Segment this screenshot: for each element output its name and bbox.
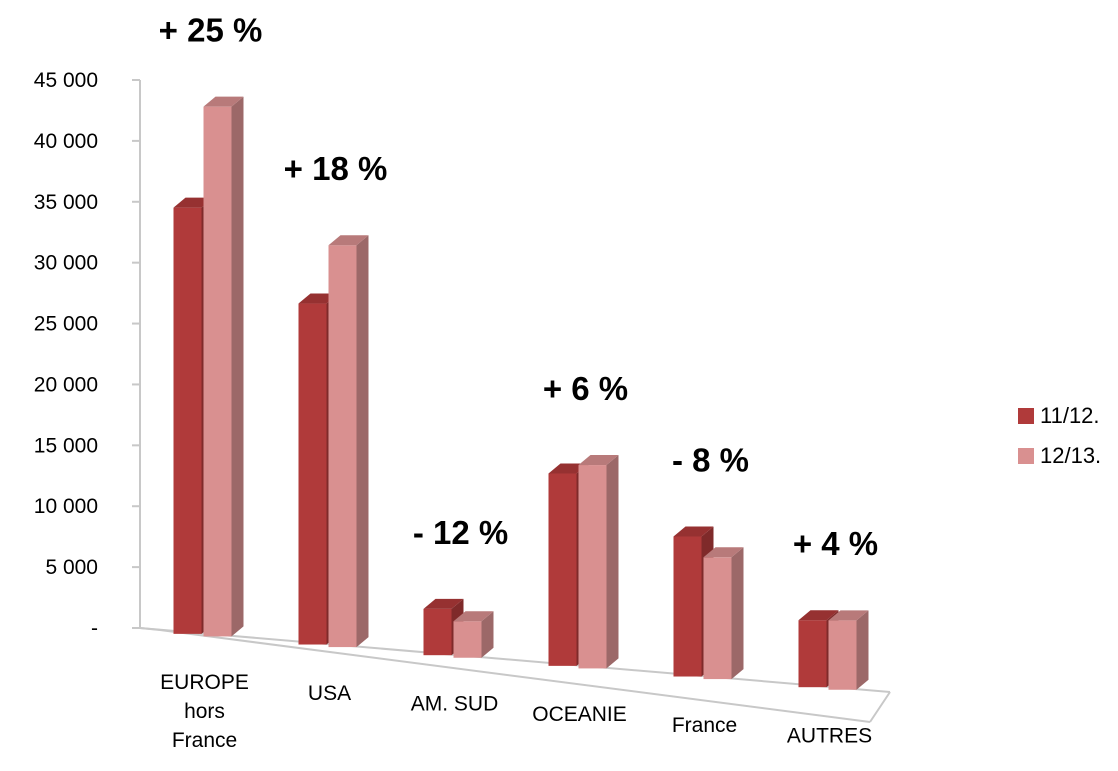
bar-2-2 — [328, 235, 369, 648]
y-tick-label: 15 000 — [34, 434, 98, 457]
bar-top-face — [828, 610, 869, 621]
change-annotation: + 25 % — [159, 12, 263, 49]
bar-front-face — [173, 207, 202, 634]
y-tick-label: 30 000 — [34, 252, 98, 275]
change-annotation: + 4 % — [793, 525, 878, 562]
bar-top-face — [703, 547, 744, 558]
x-tick-label: AM. SUD — [411, 693, 499, 716]
floor-front-edge — [159, 629, 871, 723]
y-axis: 45 000 40 000 35 000 30 000 25 000 20 000 15 0… — [34, 69, 140, 640]
legend-label: 11/12. — [1040, 403, 1100, 428]
x-tick-label: USA — [308, 682, 351, 705]
floor-left-edge — [139, 627, 161, 631]
bar-front-face — [328, 245, 357, 648]
y-tick-label: 25 000 — [34, 313, 98, 336]
bar-front-face — [298, 303, 327, 645]
change-annotation: + 18 % — [284, 150, 388, 187]
x-tick-label-line: AUTRES — [787, 725, 872, 748]
bar-side-face — [856, 610, 869, 690]
bar-front-face — [578, 465, 607, 669]
x-tick-label-line: hors — [184, 700, 225, 723]
legend-swatch — [1018, 408, 1034, 424]
bar-top-face — [453, 611, 494, 622]
y-tick-label: 5 000 — [45, 556, 98, 579]
x-tick-label: EUROPE hors France — [160, 671, 249, 752]
y-tick-label: 10 000 — [34, 495, 98, 518]
x-tick-label: AUTRES — [787, 725, 872, 748]
bar-top-face — [578, 455, 619, 466]
bar-side-face — [231, 96, 244, 637]
floor-back-edge — [139, 627, 891, 693]
legend-label: 12/13. — [1040, 443, 1101, 468]
bar-side-face — [481, 611, 494, 658]
bars — [173, 96, 869, 690]
x-tick-label-line: OCEANIE — [532, 703, 627, 726]
y-tick-label: - — [91, 617, 98, 640]
bar-front-face — [703, 557, 732, 680]
bar-front-face — [423, 608, 452, 656]
bar-2-3 — [453, 611, 494, 658]
bar-2-6 — [828, 610, 869, 690]
y-tick-label: 45 000 — [34, 69, 98, 92]
bar-front-face — [798, 620, 827, 688]
x-tick-label-line: USA — [308, 682, 351, 705]
bar-front-face — [453, 621, 482, 658]
bar-2-1 — [203, 96, 244, 637]
change-annotations: + 25 % + 18 % - 12 % + 6 % - 8 % + 4 % — [159, 12, 878, 563]
y-tick-label: 35 000 — [34, 191, 98, 214]
bar-front-face — [828, 620, 857, 690]
bar-side-face — [356, 235, 369, 648]
change-annotation: - 8 % — [672, 441, 749, 478]
x-tick-label-line: France — [672, 714, 737, 737]
bar-front-face — [203, 106, 232, 637]
bar-top-face — [798, 610, 839, 621]
chart-walls — [139, 80, 891, 723]
bar-front-face — [548, 473, 577, 666]
x-tick-label: OCEANIE — [532, 703, 627, 726]
bar-top-face — [203, 96, 244, 107]
bar-side-face — [606, 455, 619, 669]
bar-top-face — [423, 598, 464, 609]
bar-front-face — [673, 536, 702, 677]
legend: 11/12. 12/13. — [1018, 403, 1101, 468]
bar-top-face — [673, 526, 714, 537]
floor-right-edge — [869, 691, 891, 723]
y-tick-label: 20 000 — [34, 373, 98, 396]
bar-side-face — [731, 547, 744, 680]
x-tick-label-line: EUROPE — [160, 671, 249, 694]
bar-2-4 — [578, 455, 619, 669]
x-axis-labels: EUROPE hors France USA AM. SUD OCEANIE France A… — [160, 671, 872, 752]
bar-top-face — [328, 235, 369, 246]
x-tick-label: France — [672, 714, 737, 737]
change-annotation: - 12 % — [413, 514, 508, 551]
x-tick-label-line: France — [172, 729, 237, 752]
change-annotation: + 6 % — [543, 370, 628, 407]
bar-2-5 — [703, 547, 744, 680]
x-tick-label-line: AM. SUD — [411, 693, 499, 716]
y-tick-label: 40 000 — [34, 130, 98, 153]
legend-swatch — [1018, 448, 1034, 464]
